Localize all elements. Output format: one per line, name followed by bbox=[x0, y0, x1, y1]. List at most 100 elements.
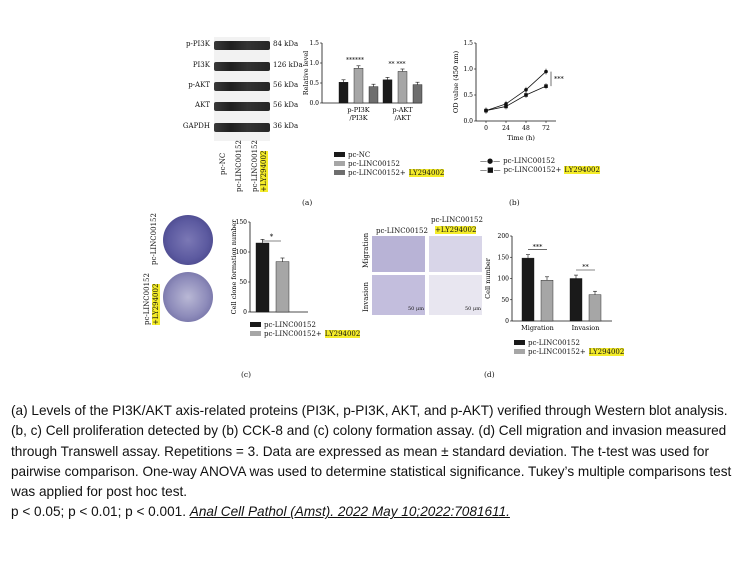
y-tick-label: 150 bbox=[498, 254, 510, 261]
transwell-col-label-1: pc-LINC00152 bbox=[376, 227, 428, 235]
legend-c: pc-LINC00152 pc-LINC00152+ LY294002 bbox=[250, 320, 361, 338]
y-tick-label: 0 bbox=[505, 318, 509, 325]
lane-label-2: pc-LINC00152 bbox=[235, 140, 243, 192]
legend-a-3: pc-LINC00152+ bbox=[348, 168, 406, 177]
colony-dish-2 bbox=[163, 272, 213, 322]
y-tick-label: 1.5 bbox=[309, 40, 319, 47]
legend-a-1: pc-NC bbox=[348, 150, 371, 159]
legend-swatch-dark bbox=[334, 170, 345, 175]
scale-label-1: 50 μm bbox=[408, 306, 424, 312]
blot-band-1 bbox=[214, 62, 270, 71]
caption-pvalues: p < 0.05; p < 0.01; p < 0.001. bbox=[11, 504, 186, 520]
blot-size-2: 56 kDa bbox=[273, 81, 299, 89]
legend-a: pc-NC pc-LINC00152 pc-LINC00152+ LY294002 bbox=[334, 150, 445, 177]
legend-b-1: pc-LINC00152 bbox=[503, 156, 556, 165]
blot-label-3: AKT bbox=[195, 101, 210, 109]
series-line bbox=[485, 71, 547, 111]
legend-d-2b: LY294002 bbox=[588, 347, 625, 356]
legend-d-2: pc-LINC00152+ bbox=[528, 347, 586, 356]
legend-d-swatch-gray bbox=[514, 349, 525, 354]
blot-size-0: 84 kDa bbox=[273, 40, 299, 48]
legend-c-swatch-black bbox=[250, 322, 261, 327]
sig-label: *** bbox=[554, 75, 565, 83]
legend-b-2b: LY294002 bbox=[564, 165, 600, 174]
bar bbox=[368, 86, 379, 104]
y-tick-label: 0.0 bbox=[463, 118, 473, 125]
lane-label-3b: +LY294002 bbox=[260, 150, 268, 192]
y-axis-label: Cell clone formation number bbox=[230, 219, 238, 315]
lane-label-3: pc-LINC00152 bbox=[251, 140, 259, 192]
bar bbox=[255, 242, 270, 313]
panel-d-label: (d) bbox=[484, 370, 495, 379]
blot-band-0 bbox=[214, 41, 270, 50]
legend-c-2: pc-LINC00152+ bbox=[264, 329, 322, 338]
blot-label-0: p-PI3K bbox=[185, 40, 210, 48]
y-axis-label: OD value (450 nm) bbox=[452, 50, 460, 113]
panel-a-label: (a) bbox=[302, 198, 313, 207]
scale-label-2: 50 μm bbox=[465, 306, 481, 312]
x-tick-label: 24 bbox=[502, 125, 510, 132]
x-tick-label: p-AKT bbox=[392, 106, 413, 114]
y-tick-label: 1.5 bbox=[463, 40, 473, 47]
legend-swatch-black bbox=[334, 152, 345, 157]
chart-d-bar: 0 50 100 150 200 Cell number Migration Invasion… bbox=[484, 233, 612, 332]
y-tick-label: 100 bbox=[236, 249, 248, 256]
y-tick-label: 150 bbox=[236, 219, 248, 226]
transwell-img-3 bbox=[372, 275, 425, 315]
blot-label-1: PI3K bbox=[192, 61, 210, 69]
panel-c-label: (c) bbox=[241, 370, 252, 379]
colony-row-label-1: pc-LINC00152 bbox=[150, 213, 158, 265]
y-tick-label: 0.5 bbox=[463, 92, 473, 99]
sig-label: ** bbox=[582, 263, 589, 271]
colony-row-label-2: pc-LINC00152 bbox=[143, 273, 151, 325]
y-tick-label: 0.5 bbox=[309, 80, 319, 87]
figure-caption: (a) Levels of the PI3K/AKT axis-related … bbox=[11, 401, 746, 523]
transwell-col-label-2b: +LY294002 bbox=[435, 226, 477, 234]
transwell-img-2 bbox=[429, 236, 482, 272]
caption-text: (a) Levels of the PI3K/AKT axis-related … bbox=[11, 403, 732, 500]
blot-band-2 bbox=[214, 82, 270, 91]
x-tick-label: 48 bbox=[522, 125, 530, 132]
blot-size-4: 36 kDa bbox=[273, 122, 299, 130]
y-tick-label: 200 bbox=[498, 233, 510, 240]
y-axis-label: Relative level bbox=[302, 51, 310, 96]
colony-row-label-2b: +LY294002 bbox=[152, 283, 160, 325]
legend-c-swatch-gray bbox=[250, 331, 261, 336]
bar bbox=[382, 79, 393, 104]
x-tick-label: /AKT bbox=[394, 114, 411, 122]
citation-link[interactable]: Anal Cell Pathol (Amst). 2022 May 10;202… bbox=[189, 504, 510, 520]
colony-dish-1 bbox=[163, 215, 213, 265]
bar bbox=[569, 278, 583, 322]
bar bbox=[412, 84, 423, 104]
bar bbox=[397, 71, 408, 104]
bar bbox=[338, 82, 349, 104]
bar bbox=[588, 294, 602, 322]
y-axis-label: Cell number bbox=[484, 257, 492, 299]
panel-b-label: (b) bbox=[509, 198, 520, 207]
legend-d-1: pc-LINC00152 bbox=[528, 338, 580, 347]
legend-d: pc-LINC00152 pc-LINC00152+ LY294002 bbox=[514, 338, 625, 356]
y-tick-label: 50 bbox=[501, 297, 509, 304]
x-tick-label: Migration bbox=[521, 324, 554, 332]
chart-b-line: 0.0 0.5 1.0 1.5 0 24 48 72 Time (h) OD value (450… bbox=[452, 40, 565, 142]
legend-b-2: pc-LINC00152+ bbox=[503, 165, 562, 174]
x-tick-label: Invasion bbox=[572, 324, 600, 332]
sig-label: * bbox=[270, 233, 274, 241]
series-line bbox=[485, 85, 547, 111]
transwell-col-label-2: pc-LINC00152 bbox=[431, 216, 483, 224]
legend-swatch-gray bbox=[334, 161, 345, 166]
transwell-row-label-2: Invasion bbox=[362, 282, 370, 312]
x-tick-label: p-PI3K bbox=[347, 106, 369, 114]
bar bbox=[353, 68, 364, 104]
blot-band-3 bbox=[214, 102, 270, 111]
blot-label-2: p-AKT bbox=[188, 81, 210, 89]
y-tick-label: 0 bbox=[243, 309, 247, 316]
transwell-img-1 bbox=[372, 236, 425, 272]
lane-label-1: pc-NC bbox=[219, 152, 227, 175]
bar bbox=[275, 261, 290, 313]
x-tick-label: 72 bbox=[542, 125, 550, 132]
sig-label: ****** bbox=[346, 57, 364, 64]
blot-size-1: 126 kDa bbox=[273, 61, 303, 69]
blot-size-3: 56 kDa bbox=[273, 101, 299, 109]
x-tick-label: 0 bbox=[484, 125, 488, 132]
